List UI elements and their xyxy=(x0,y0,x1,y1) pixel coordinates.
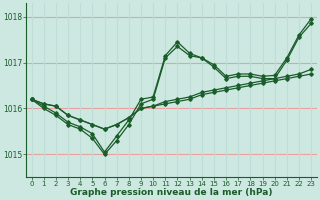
X-axis label: Graphe pression niveau de la mer (hPa): Graphe pression niveau de la mer (hPa) xyxy=(70,188,273,197)
